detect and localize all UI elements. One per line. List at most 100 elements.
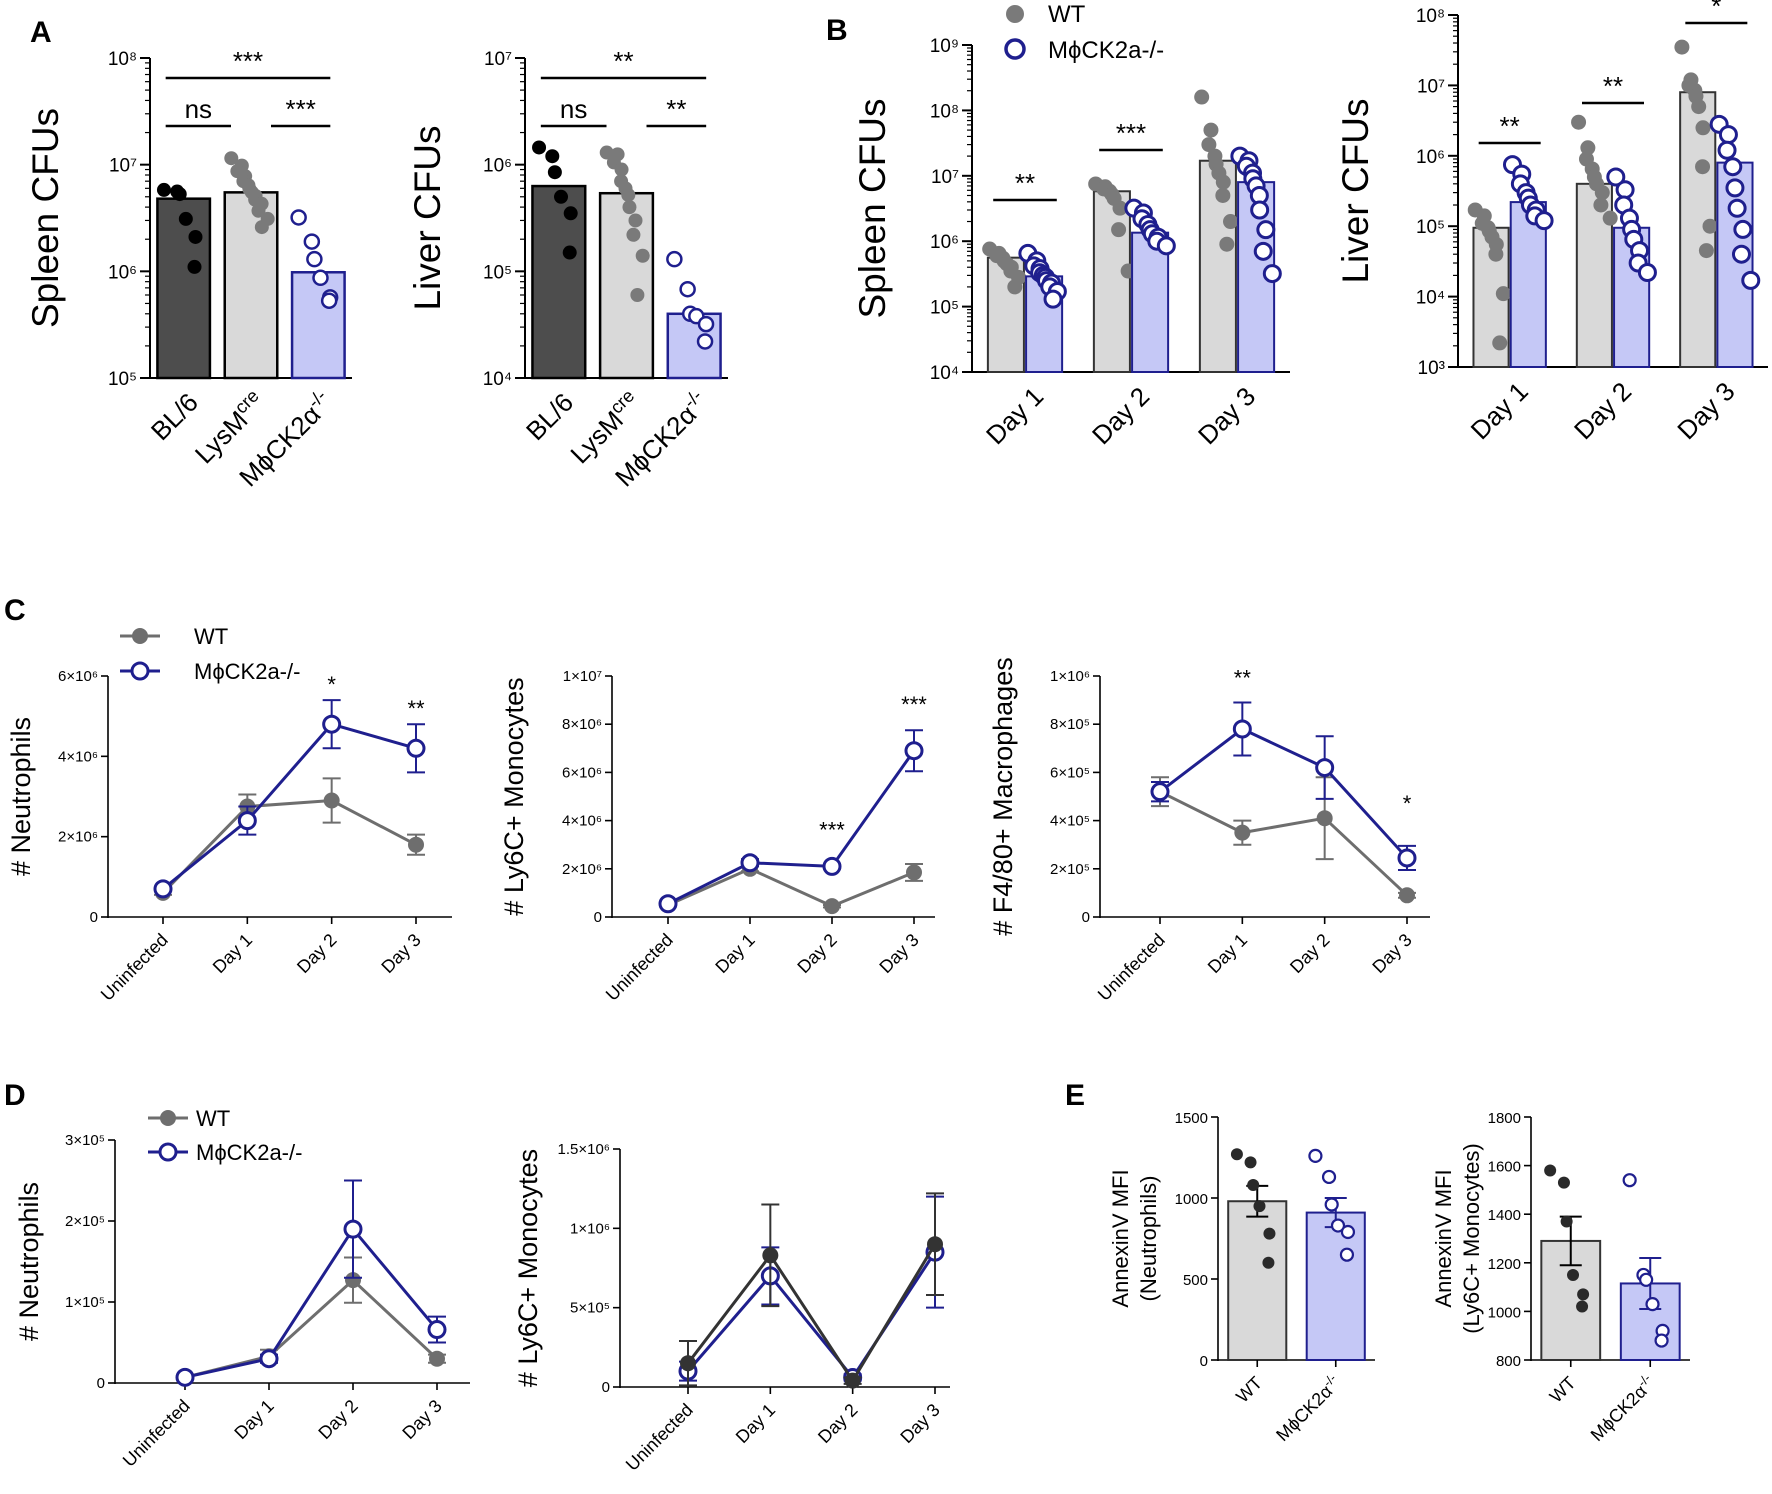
y-tick-label: 1200 [1488,1256,1521,1273]
series-line-wt [686,1243,937,1384]
data-point [1112,200,1128,216]
data-point [1544,1164,1557,1177]
x-category-label: Day 1 [711,930,758,977]
data-point-ko [1397,848,1417,868]
legend-d-wt-marker [160,1110,176,1126]
y-axis-title: AnnexinV MFI [1108,1169,1133,1307]
bar-1 [1305,1211,1366,1361]
significance-label: *** [1116,118,1146,148]
data-point-wt [680,1355,696,1372]
data-point [1637,262,1657,282]
x-category-label: Day 1 [230,1396,277,1443]
y-tick-label: 0 [97,1375,105,1392]
y-tick-label: 4×10⁶ [562,813,602,830]
data-point [224,151,239,166]
data-point-ko [237,811,257,831]
y-tick-label: 1×10⁵ [65,1294,105,1311]
significance-label: * [1711,0,1721,21]
data-point [1223,214,1239,230]
data-point-wt [906,864,922,881]
legend-b-ko-label: MϕCK2a-/- [1048,37,1164,64]
panel-label: A [30,16,52,49]
x-category-label: Day 3 [1368,930,1415,977]
data-point [1560,1215,1573,1228]
y-axis-title: Liver CFUs [1335,98,1376,283]
y-axis-subtitle: (Neutrophils) [1136,1176,1161,1302]
y-tick-label: 10³ [1418,358,1445,379]
x-category-label: Day 2 [793,930,840,977]
significance-label: * [327,672,336,697]
data-point-ko [322,714,342,734]
x-category-label: Uninfected [97,930,172,1005]
y-tick-label: 10⁷ [109,156,137,177]
x-category-label: Day 3 [875,930,922,977]
legend-c-wt-label: WT [194,624,228,649]
y-tick-label: 10⁴ [930,363,959,384]
y-tick-label: 0 [594,909,602,926]
data-point-wt [323,792,340,809]
bar-ko [1509,201,1547,368]
bar-ko [1131,231,1170,373]
data-point [1576,1300,1589,1313]
y-tick-label: 0 [90,909,98,926]
data-point [1308,1148,1323,1163]
x-category-label: Uninfected [119,1396,194,1471]
chart-D1: 0 1×10⁵ 2×10⁵ 3×10⁵ # Neutrophils Uninfected D… [4,1079,470,1471]
legend-b-ko-marker [1004,38,1026,60]
data-point [187,259,202,274]
data-point-ko [343,1219,363,1239]
data-point-wt [1316,810,1333,827]
y-tick-label: 4×10⁶ [58,748,98,765]
chart-E2: 800 1000 1200 1400 1600 1800 AnnexinV MFI (Ly6C… [1431,1110,1690,1445]
y-tick-label: 6×10⁶ [562,764,602,781]
panel-label: B [826,14,848,47]
data-point [320,292,338,309]
x-category-label: Day 3 [398,1396,445,1443]
data-point [696,333,714,350]
bar-wt [1092,190,1131,373]
data-point-ko [427,1320,447,1340]
legend-b-wt-marker [1006,5,1024,23]
x-category-label: Uninfected [602,930,677,1005]
x-category-label: BL/6 [145,387,204,446]
data-point [1674,39,1690,55]
series-line-ko [184,1226,439,1379]
data-point [621,187,636,202]
data-point [1695,159,1711,175]
y-tick-label: 10⁵ [108,369,137,390]
data-point [1567,1268,1580,1281]
data-point [626,227,641,242]
data-point [1691,99,1707,115]
y-tick-label: 10⁶ [483,156,512,177]
data-point [1263,1227,1276,1240]
data-point [1340,1224,1356,1240]
y-tick-label: 10⁵ [483,262,512,283]
y-tick-label: 500 [1183,1272,1208,1289]
data-point [1606,167,1626,187]
bar-0 [1227,1200,1288,1361]
data-point [1725,178,1745,198]
data-point [1645,1297,1660,1312]
data-point [1156,236,1176,256]
x-category-label: Day 3 [896,1400,943,1447]
chart-D2: 0 5×10⁵ 1×10⁶ 1.5×10⁶ # Ly6C+ Monocytes Uninf… [513,1141,950,1475]
data-point [1718,125,1738,145]
y-tick-label: 1×10⁶ [1050,668,1090,685]
panel-label: D [4,1079,26,1112]
y-tick-label: 800 [1496,1353,1521,1370]
y-axis-title: # Neutrophils [6,717,36,876]
y-tick-label: 10⁷ [931,167,959,188]
significance-label: * [1403,791,1412,816]
data-point [1571,114,1587,130]
legend-b-wt-label: WT [1048,1,1086,28]
bar-0 [531,184,587,380]
legend-c-wt-marker [132,628,148,644]
legend-C: WT MϕCK2a-/- [120,624,300,684]
y-tick-label: 1400 [1488,1207,1521,1224]
data-point [1723,157,1743,177]
data-point [1262,1256,1275,1269]
y-tick-label: 10⁶ [108,262,137,283]
y-tick-label: 4×10⁵ [1050,813,1090,830]
